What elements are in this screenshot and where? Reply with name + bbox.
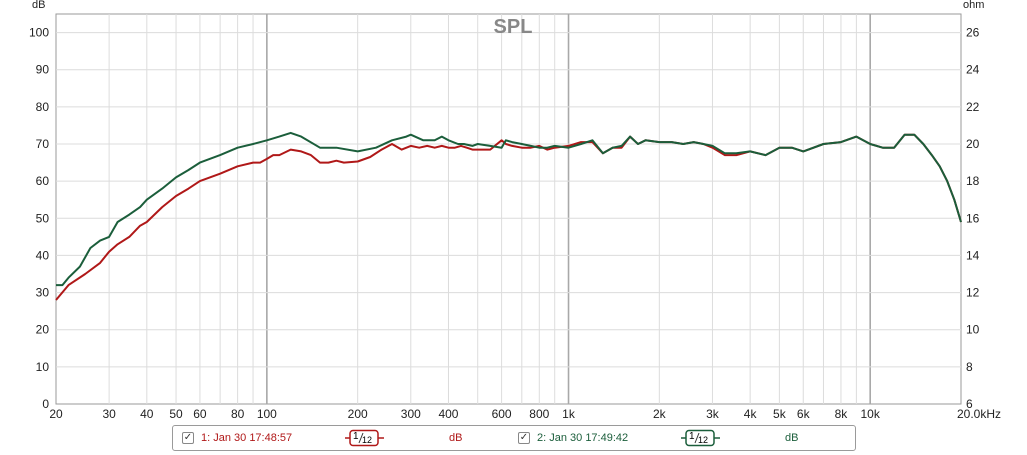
y-tick-label: 70	[36, 137, 50, 151]
spl-chart: SPL dB ohm 20 30 40 50 60 80 100 200 300 400 600 80…	[29, 0, 1001, 421]
x-tick-label: 800	[529, 407, 549, 421]
y-tick-label: 100	[29, 26, 49, 40]
tick-labels: 20 30 40 50 60 80 100 200 300 400 600 800 1k 2k 3k 4k 5k…	[29, 26, 1001, 421]
y-tick-label: 60	[36, 174, 50, 188]
series-lines	[55, 131, 962, 301]
legend-smoothing-control-2[interactable]: 1 12	[681, 429, 721, 447]
y-tick-label: 90	[36, 63, 50, 77]
y-tick-label: 30	[36, 286, 50, 300]
x-tick-label: 1k	[562, 407, 576, 421]
grid-lines	[56, 14, 961, 404]
smoothing-numerator-2: 1	[689, 431, 695, 442]
legend-entry-name-1: 1: Jan 30 17:48:57	[201, 432, 293, 444]
legend-entry-name-2: 2: Jan 30 17:49:42	[537, 432, 629, 444]
y-tick-label: 10	[36, 360, 50, 374]
legend: ✓ 1: Jan 30 17:48:57 1 12 dB ✓ 2: Jan 30…	[172, 425, 856, 451]
y2-axis-label: ohm	[963, 0, 984, 11]
y2-tick-label: 8	[966, 360, 973, 374]
y2-tick-label: 14	[966, 248, 980, 262]
x-tick-label: 60	[193, 407, 207, 421]
y-tick-label: 20	[36, 323, 50, 337]
x-tick-label: 20	[49, 407, 63, 421]
x-tick-label: 4k	[744, 407, 758, 421]
x-tick-label: 8k	[835, 407, 849, 421]
y2-tick-label: 22	[966, 100, 980, 114]
chart-title: SPL	[494, 16, 533, 38]
legend-smoothing-control-1[interactable]: 1 12	[345, 429, 385, 447]
x-tick-label: 5k	[773, 407, 787, 421]
y2-tick-label: 16	[966, 211, 980, 225]
x-tick-label: 300	[401, 407, 421, 421]
y2-tick-label: 10	[966, 323, 980, 337]
y2-tick-label: 26	[966, 26, 980, 40]
x-tick-label: 200	[348, 407, 368, 421]
x-tick-label: 20.0kHz	[957, 407, 1001, 421]
smoothing-numerator-1: 1	[353, 431, 359, 442]
y2-tick-label: 6	[966, 397, 973, 411]
x-tick-label: 100	[257, 407, 277, 421]
x-tick-label: 6k	[797, 407, 811, 421]
smoothing-denominator-2: 12	[698, 435, 709, 445]
y2-tick-label: 12	[966, 286, 980, 300]
legend-unit-1: dB	[449, 432, 463, 444]
x-tick-label: 50	[169, 407, 183, 421]
y2-tick-label: 18	[966, 174, 980, 188]
y-tick-label: 40	[36, 248, 50, 262]
series-line-2	[56, 131, 962, 287]
x-tick-label: 600	[492, 407, 512, 421]
y-tick-label: 0	[42, 397, 49, 411]
x-tick-label: 2k	[653, 407, 667, 421]
x-tick-label: 10k	[861, 407, 881, 421]
x-tick-label: 30	[102, 407, 116, 421]
smoothing-bracket-icon-2	[681, 429, 720, 447]
x-tick-label: 3k	[706, 407, 720, 421]
smoothing-bracket-icon-1	[345, 429, 384, 447]
y2-tick-label: 24	[966, 63, 980, 77]
y-tick-label: 80	[36, 100, 50, 114]
y-axis-label: dB	[32, 0, 45, 11]
y2-tick-label: 20	[966, 137, 980, 151]
legend-checkbox-2[interactable]: ✓	[518, 432, 530, 444]
legend-unit-2: dB	[785, 432, 799, 444]
x-tick-label: 40	[140, 407, 154, 421]
plot-area	[55, 13, 962, 405]
x-tick-label: 80	[231, 407, 245, 421]
y-tick-label: 50	[36, 211, 50, 225]
x-tick-label: 400	[438, 407, 458, 421]
legend-checkbox-1[interactable]: ✓	[182, 432, 194, 444]
smoothing-denominator-1: 12	[362, 435, 373, 445]
